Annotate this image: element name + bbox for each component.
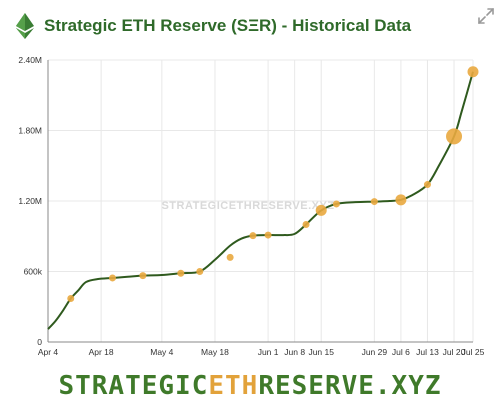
y-tick-label: 2.40M — [18, 55, 42, 65]
ethereum-icon — [16, 13, 34, 39]
data-point-marker — [177, 269, 185, 277]
x-tick-label: May 18 — [201, 347, 229, 357]
x-tick-label: Jul 20 — [443, 347, 466, 357]
brand-logo-text: STRATEGICETHRESERVE.XYZ — [58, 371, 441, 401]
grid-lines — [47, 59, 474, 342]
y-tick-label: 0 — [37, 337, 42, 347]
data-point-marker — [249, 232, 257, 240]
x-tick-label: Jun 29 — [362, 347, 388, 357]
x-tick-labels: Apr 4 Apr 18 May 4 May 18 Jun 1 Jun 8 Jun 15 Ju… — [38, 347, 485, 357]
y-tick-label: 600k — [24, 267, 43, 277]
data-point-marker — [196, 268, 204, 275]
y-tick-label: 1.80M — [18, 126, 42, 136]
data-point-marker — [315, 204, 327, 216]
x-tick-label: Jul 6 — [392, 347, 410, 357]
data-point-marker — [395, 194, 407, 206]
x-tick-label: Apr 4 — [38, 347, 59, 357]
data-point-marker — [109, 274, 117, 282]
brand-part-eth: ETH — [208, 371, 259, 401]
data-point-marker — [370, 198, 378, 206]
data-point-marker — [423, 181, 431, 189]
data-point-marker — [264, 231, 272, 239]
x-tick-label: Apr 18 — [89, 347, 114, 357]
x-tick-label: Jun 8 — [284, 347, 305, 357]
brand-part-reserve: RESERVE.XYZ — [258, 371, 442, 401]
data-point-marker — [467, 66, 479, 78]
axes — [47, 60, 473, 343]
y-tick-label: 1.20M — [18, 196, 42, 206]
data-point-marker — [226, 253, 234, 261]
x-tick-label: Jul 25 — [462, 347, 485, 357]
x-tick-label: Jun 1 — [258, 347, 279, 357]
brand-part-strategic: STRATEGIC — [58, 371, 209, 401]
x-tick-label: Jun 15 — [308, 347, 334, 357]
expand-icon[interactable] — [476, 6, 496, 26]
y-tick-labels: 0 600k 1.20M 1.80M 2.40M — [18, 55, 42, 347]
line-chart: STRATEGICETHRESERVE.XYZ 0 600k 1.20M 1.80M 2… — [18, 55, 485, 357]
chart-header: Strategic ETH Reserve (SΞR) - Historical… — [10, 8, 490, 44]
chart-title: Strategic ETH Reserve (SΞR) - Historical… — [44, 16, 412, 35]
data-point-marker — [302, 221, 310, 228]
data-point-marker — [446, 128, 463, 145]
markers — [67, 66, 479, 303]
data-point-marker — [332, 200, 340, 208]
data-point-marker — [139, 272, 147, 280]
x-tick-label: May 4 — [150, 347, 173, 357]
watermark: STRATEGICETHRESERVE.XYZ — [161, 200, 334, 212]
x-tick-label: Jul 13 — [416, 347, 439, 357]
brand-footer: STRATEGICETHRESERVE.XYZ — [0, 368, 500, 404]
data-point-marker — [67, 295, 75, 303]
